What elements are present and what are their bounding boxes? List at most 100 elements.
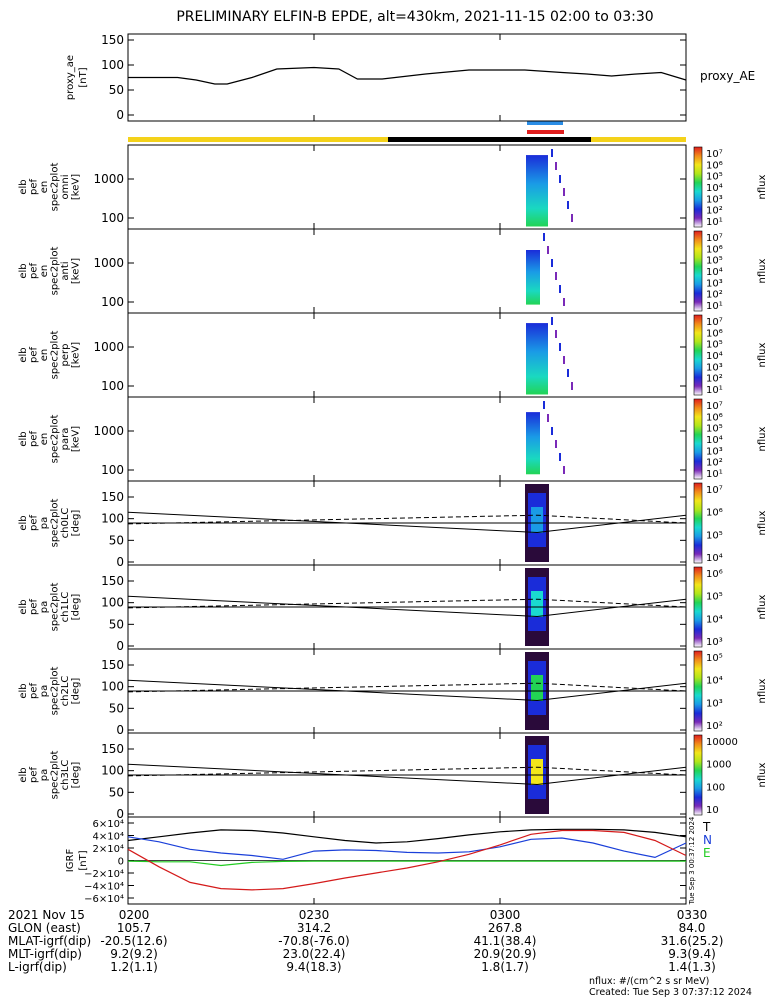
side-stamp: Tue Sep 3 00:37:12 2024 [688,816,696,905]
spec-omni-speck-4 [567,201,569,209]
ylabel-en_para-1: pef [29,431,40,448]
cbar-tick-en_para-5: 10² [706,458,723,469]
ylabel-en_perp-3: spec2plot [50,331,61,380]
ylabel-en_omni-3: spec2plot [50,163,61,212]
ytick-label-igrf-6: −6×10⁴ [84,894,124,905]
footer-row-label: 2021 Nov 15 [8,908,85,922]
cbar-label-pa_ch2: nflux [757,678,768,703]
ytick-label-en_para-0: 1000 [93,424,124,438]
ytick-label-igrf-2: 2×10⁴ [93,844,124,855]
ylabel-pa_ch0-5: [deg] [71,510,82,537]
footer-row-label: GLON (east) [8,921,81,935]
ylabel-en_omni-0: elb [18,179,29,194]
ylabel-igrf-0: IGRF [65,849,76,873]
cbar-tick-en_anti-6: 10¹ [706,301,723,312]
ylabel-pa_ch2-3: spec2plot [50,667,61,716]
spec-perp-speck-4 [567,369,569,377]
cbar-tick-pa_ch2-3: 10² [706,721,723,732]
cbar-tick-en_perp-1: 10⁶ [706,328,723,339]
pa-blob-core-3 [531,759,543,785]
footer-row-3: MLT-igrf(dip) 9.2(9.2) 23.0(22.4) 20.9(20.9… [8,947,768,961]
pa-blob-core-1 [531,591,543,617]
footer-cell: 9.3(9.4) [668,947,716,961]
cbar-tick-en_omni-6: 10¹ [706,217,723,228]
footer-cell: 1.4(1.3) [668,960,716,974]
footer-cell: 9.2(9.2) [110,947,158,961]
footer-table: 2021 Nov 15 0200 0230 0300 0330 GLON (east) 10… [0,908,775,1000]
plot-title: PRELIMINARY ELFIN-B EPDE, alt=430km, 202… [176,9,653,25]
cbar-label-pa_ch3: nflux [757,762,768,787]
ytick-label-proxy_ae-3: 0 [116,108,124,122]
ytick-label-igrf-3: 0 [118,857,124,868]
ylabel-pa_ch2-5: [deg] [71,678,82,705]
ylabel-en_anti-1: pef [29,263,40,280]
igrf-N-line [127,836,687,860]
footer-cell: 31.6(25.2) [660,934,724,948]
ylabel-pa_ch1-5: [deg] [71,594,82,621]
pa-line-2-1 [127,682,687,693]
ytick-label-igrf-5: −4×10⁴ [84,882,124,893]
ylabel-pa_ch0-4: ch0LC [60,508,71,539]
spec-anti-speck-4 [559,285,561,293]
ylabel-en_para-0: elb [18,431,29,446]
cbar-tick-pa_ch2-2: 10³ [706,698,723,709]
footer-cell: 9.4(18.3) [286,960,342,974]
igrf-Z-line [127,829,687,891]
pa-blob-core-2 [531,675,543,701]
units-line: nflux: #/(cm^2 s sr MeV) [589,976,710,987]
ytick-label-en_perp-1: 100 [101,379,124,393]
colorbar-pa_ch2 [693,650,703,732]
footer-row-label: MLAT-igrf(dip) [8,934,92,948]
ylabel-en_anti-0: elb [18,263,29,278]
created-line: Created: Tue Sep 3 07:37:12 2024 [589,987,752,998]
ylabel-proxy_ae-0: proxy_ae [65,55,76,100]
footer-cell: 0300 [489,908,521,922]
ytick-label-en_omni-1: 100 [101,211,124,225]
science-zone-bar-blue [527,121,563,125]
spec-anti [526,250,540,305]
ytick-label-pa_ch1-2: 50 [109,617,124,631]
spec-para [526,412,540,475]
ytick-label-pa_ch0-0: 150 [101,490,124,504]
igrf-E-line [127,860,686,867]
footer-cell: 1.2(1.1) [110,960,158,974]
pa-line-2-0 [127,679,687,702]
legend-E: E [703,846,711,860]
footer-cell: 314.2 [296,921,332,935]
footer-row-label: L-igrf(dip) [8,960,67,974]
footer-cell: -20.5(12.6) [100,934,168,948]
spec-anti-speck-2 [551,259,553,267]
cbar-tick-en_perp-4: 10³ [706,362,723,373]
cbar-tick-en_perp-5: 10² [706,374,723,385]
spec-perp [526,323,548,395]
proxy-ae-line [128,66,687,85]
ylabel-proxy_ae-1: [nT] [78,67,89,87]
cbar-tick-pa_ch0-1: 10⁶ [706,508,723,519]
spec-para-speck-2 [551,427,553,435]
footer-cell: 20.9(20.9) [473,947,537,961]
cbar-tick-en_omni-1: 10⁶ [706,160,723,171]
footer-cell: 41.1(38.4) [473,934,537,948]
cbar-tick-en_omni-4: 10³ [706,194,723,205]
ytick-label-pa_ch2-2: 50 [109,701,124,715]
ytick-label-pa_ch3-3: 0 [116,807,124,821]
cbar-tick-pa_ch1-1: 10⁵ [706,592,723,603]
pa-line-3-0 [127,763,687,786]
panel-frame-en_anti [127,228,687,314]
ylabel-pa_ch2-4: ch2LC [60,676,71,707]
legend-T: T [702,820,711,834]
ylabel-pa_ch1-0: elb [18,599,29,614]
footer-row-2: MLAT-igrf(dip) -20.5(12.6) -70.8(-76.0) 41.… [8,934,768,948]
ytick-label-pa_ch3-1: 100 [101,764,124,778]
ylabel-en_perp-5: [keV] [71,342,82,368]
ytick-label-pa_ch2-1: 100 [101,680,124,694]
ylabel-pa_ch1-3: spec2plot [50,583,61,632]
shadow-bar [388,137,591,142]
ytick-label-pa_ch0-3: 0 [116,555,124,569]
ylabel-en_para-3: spec2plot [50,415,61,464]
spec-anti-speck-3 [555,272,557,280]
footer-cell: 84.0 [678,921,706,935]
ytick-label-pa_ch2-3: 0 [116,723,124,737]
cbar-tick-en_omni-2: 10⁵ [706,172,723,183]
